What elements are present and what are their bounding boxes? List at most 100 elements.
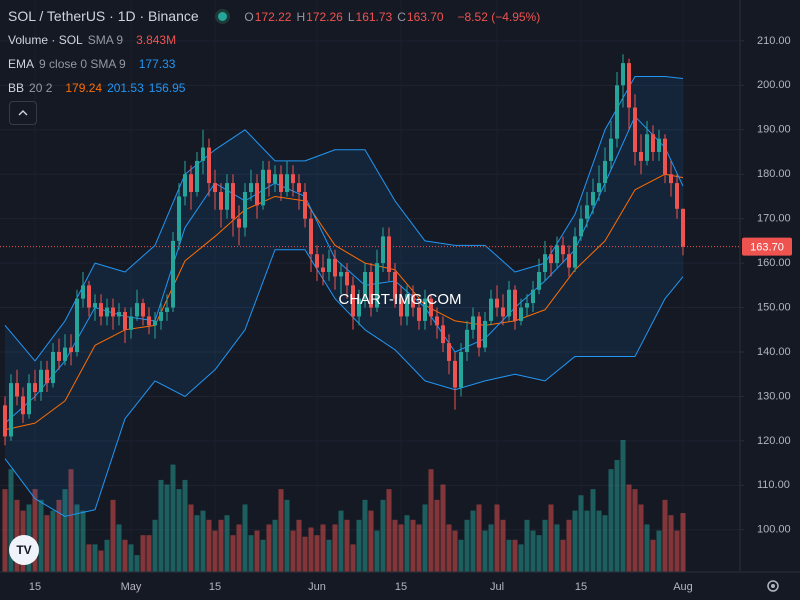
candle-body xyxy=(453,360,457,388)
candle-body xyxy=(405,294,409,317)
volume-bar xyxy=(212,530,218,572)
volume-bar xyxy=(158,479,164,572)
volume-bar xyxy=(398,524,404,572)
volume-bar xyxy=(62,489,68,572)
ema-legend: EMA 9 close 0 SMA 9 177.33 xyxy=(8,57,180,71)
candle-body xyxy=(465,329,469,352)
volume-bar xyxy=(488,524,494,572)
legend-value: 156.95 xyxy=(148,81,186,95)
x-tick-label: 15 xyxy=(29,581,41,593)
candle-body xyxy=(33,383,37,392)
candle-body xyxy=(357,298,361,317)
candle-body xyxy=(27,383,31,415)
volume-bar xyxy=(140,535,146,572)
candle-body xyxy=(507,289,511,317)
candle-body xyxy=(105,307,109,317)
candle-body xyxy=(111,307,115,317)
candle-body xyxy=(579,218,583,237)
volume-bar xyxy=(650,539,656,572)
volume-bar xyxy=(548,504,554,572)
volume-bar xyxy=(482,530,488,572)
watermark: CHART-IMG.COM xyxy=(338,291,461,308)
x-tick-label: May xyxy=(121,581,142,593)
volume-bar xyxy=(176,489,182,572)
candle-body xyxy=(87,285,91,308)
volume-bar xyxy=(512,539,518,572)
candle-body xyxy=(21,396,25,415)
candle-body xyxy=(573,236,577,268)
ohlc: O172.22 H172.26 L161.73 C163.70 xyxy=(244,10,448,24)
y-tick-label: 130.00 xyxy=(757,390,791,402)
x-tick-label: 15 xyxy=(395,581,407,593)
volume-bar xyxy=(446,524,452,572)
volume-bar xyxy=(674,530,680,572)
symbol-title: SOL / TetherUS · 1D · Binance xyxy=(8,8,199,24)
candle-body xyxy=(3,405,7,437)
volume-bar xyxy=(362,499,368,572)
volume-bar xyxy=(242,504,248,572)
volume-bar xyxy=(50,510,56,572)
volume-bar xyxy=(566,519,572,572)
volume-bar xyxy=(32,489,38,572)
volume-bar xyxy=(8,469,14,572)
volume-bar xyxy=(326,539,332,572)
candle-body xyxy=(489,298,493,321)
volume-bar xyxy=(38,499,44,572)
last-price-box xyxy=(742,237,792,256)
settings-button[interactable] xyxy=(767,580,779,592)
volume-bar xyxy=(272,519,278,572)
candle-body xyxy=(147,316,151,326)
candle-body xyxy=(459,352,463,388)
candle-body xyxy=(129,316,133,330)
x-tick-label: 15 xyxy=(209,581,221,593)
volume-bar xyxy=(338,510,344,572)
candle-body xyxy=(297,183,301,192)
candle-body xyxy=(477,316,481,348)
candle-body xyxy=(69,347,73,352)
candle-body xyxy=(327,258,331,272)
volume-bar xyxy=(626,484,632,572)
candle-body xyxy=(351,285,355,317)
candle-body xyxy=(519,307,523,321)
candle-body xyxy=(435,316,439,326)
bb-upper-line xyxy=(4,75,684,362)
volume-bar xyxy=(602,515,608,572)
volume-bar xyxy=(422,504,428,572)
candle-body xyxy=(177,196,181,241)
volume-bar xyxy=(278,489,284,572)
bb-lower-line xyxy=(4,249,684,517)
candle-body xyxy=(249,183,253,192)
x-tick-label: Jul xyxy=(490,581,504,593)
candle-body xyxy=(321,267,325,272)
candle-body xyxy=(363,272,367,299)
volume-bar xyxy=(518,544,524,572)
y-tick-label: 150.00 xyxy=(757,301,791,313)
candle-body xyxy=(513,289,517,321)
candle-body xyxy=(339,272,343,277)
collapse-button[interactable] xyxy=(9,101,37,125)
candle-body xyxy=(201,147,205,161)
candle-body xyxy=(549,254,553,264)
y-tick-label: 190.00 xyxy=(757,124,791,136)
volume-bar xyxy=(386,489,392,572)
candle-body xyxy=(243,192,247,228)
candle-body xyxy=(93,303,97,308)
volume-bar xyxy=(14,499,20,572)
legend-params: 20 2 xyxy=(29,81,53,95)
volume-bar xyxy=(596,510,602,572)
candle-body xyxy=(387,236,391,272)
volume-bar xyxy=(428,469,434,572)
volume-bar xyxy=(380,499,386,572)
volume-bar xyxy=(470,510,476,572)
candle-body xyxy=(399,298,403,317)
volume-bar xyxy=(302,536,308,572)
volume-bar xyxy=(134,555,140,572)
volume-bar xyxy=(224,515,230,572)
x-tick-label: 15 xyxy=(575,581,587,593)
candle-body xyxy=(213,183,217,192)
candle-body xyxy=(309,218,313,255)
candle-body xyxy=(393,272,397,299)
volume-bar xyxy=(440,484,446,572)
